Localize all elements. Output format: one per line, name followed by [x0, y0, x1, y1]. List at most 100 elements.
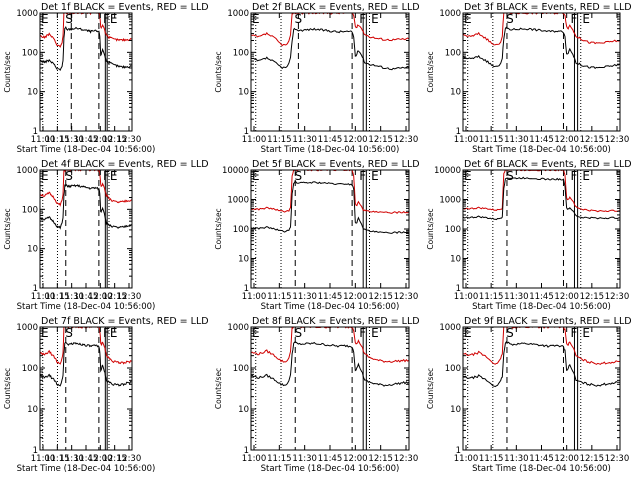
x-axis-label: Start Time (18-Dec-04 10:56:00) — [472, 145, 611, 155]
region-marker: E — [252, 326, 260, 340]
x-tick-label: 12:30 — [394, 135, 419, 145]
region-marker: S — [294, 169, 302, 183]
panel-title: Det 8f BLACK = Events, RED = LLD — [252, 316, 420, 327]
panel-title: Det 4f BLACK = Events, RED = LLD — [41, 159, 209, 170]
y-axis-label: Counts/sec — [3, 368, 12, 409]
panel-title: Det 6f BLACK = Events, RED = LLD — [464, 159, 632, 170]
x-tick-label: 11:45 — [529, 454, 554, 464]
events-series-line — [251, 180, 409, 234]
y-tick-label: 1 — [456, 127, 461, 137]
region-marker: E — [464, 326, 472, 340]
plot-frame — [39, 12, 133, 132]
y-tick-label: 1 — [244, 127, 249, 137]
region-marker: E — [41, 169, 49, 183]
panel-det-7: Det 7f BLACK = Events, RED = LLD Counts/s… — [3, 316, 209, 474]
x-tick-label: 12:00 — [554, 135, 579, 145]
y-tick-label: 1 — [456, 284, 461, 294]
region-marker: E — [582, 326, 590, 340]
y-tick-label: 10000 — [434, 166, 461, 176]
x-axis-label: Start Time (18-Dec-04 10:56:00) — [17, 464, 156, 474]
x-tick-label: 11:15 — [45, 135, 70, 145]
x-tick-label: 11:30 — [59, 454, 84, 464]
x-tick-label: 11:00 — [242, 135, 267, 145]
lld-series-line — [251, 13, 409, 47]
region-marker: E — [582, 169, 590, 183]
x-axis-label: Start Time (18-Dec-04 10:56:00) — [472, 464, 611, 474]
x-tick-label: 12:00 — [88, 292, 113, 302]
x-axis-label: Start Time (18-Dec-04 10:56:00) — [17, 302, 156, 312]
y-tick-label: 1 — [456, 446, 461, 456]
region-marker: E — [41, 12, 49, 26]
region-marker: E — [252, 12, 260, 26]
x-tick-label: 11:45 — [318, 292, 343, 302]
events-series-line — [463, 176, 620, 221]
region-marker: E — [371, 169, 379, 183]
y-tick-label: 100 — [233, 48, 249, 58]
event-lines — [42, 170, 110, 288]
region-marker: F — [103, 326, 110, 340]
panel-title: Det 7f BLACK = Events, RED = LLD — [41, 316, 209, 327]
x-tick-label: 11:45 — [529, 135, 554, 145]
events-series-line — [463, 26, 620, 69]
x-tick-label: 11:45 — [529, 292, 554, 302]
x-tick-label: 12:15 — [102, 292, 127, 302]
y-tick-label: 1000 — [16, 323, 38, 333]
event-lines — [467, 170, 582, 288]
y-axis-label: Counts/sec — [426, 208, 435, 249]
x-tick-label: 11:15 — [45, 292, 70, 302]
region-marker: E — [582, 12, 590, 26]
y-tick-label: 1000 — [227, 196, 249, 206]
x-tick-label: 12:00 — [554, 292, 579, 302]
lld-series-line — [40, 170, 132, 207]
event-lines — [467, 13, 582, 131]
y-axis-label: Counts/sec — [3, 51, 12, 92]
y-tick-label: 100 — [233, 225, 249, 235]
y-tick-label: 100 — [445, 48, 461, 58]
region-marker: E — [110, 12, 118, 26]
region-marker: E — [371, 326, 379, 340]
y-axis-label: Counts/sec — [3, 208, 12, 249]
y-axis-label: Counts/sec — [214, 368, 223, 409]
x-tick-label: 11:15 — [267, 454, 292, 464]
y-tick-label: 100 — [22, 48, 38, 58]
y-tick-label: 1000 — [439, 323, 461, 333]
x-tick-label: 11:45 — [318, 135, 343, 145]
y-tick-label: 1000 — [439, 196, 461, 206]
x-axis-label: Start Time (18-Dec-04 10:56:00) — [472, 302, 611, 312]
x-tick-label: 11:00 — [242, 454, 267, 464]
x-tick-label: 12:00 — [88, 135, 113, 145]
x-tick-label: 12:30 — [117, 292, 142, 302]
x-tick-label: 11:45 — [74, 292, 99, 302]
plot-frame — [250, 12, 410, 132]
panel-title: Det 3f BLACK = Events, RED = LLD — [464, 2, 632, 13]
panel-det-1: Det 1f BLACK = Events, RED = LLD Counts/s… — [3, 2, 209, 155]
panel-title: Det 9f BLACK = Events, RED = LLD — [464, 316, 632, 327]
x-tick-label: 12:30 — [605, 135, 630, 145]
events-series-line — [251, 341, 409, 387]
x-tick-label: 11:15 — [267, 292, 292, 302]
x-tick-label: 12:15 — [368, 292, 393, 302]
y-tick-label: 10 — [27, 88, 38, 98]
x-axis-label: Start Time (18-Dec-04 10:56:00) — [261, 302, 400, 312]
region-marker: S — [506, 326, 514, 340]
panel-title: Det 1f BLACK = Events, RED = LLD — [41, 2, 209, 13]
x-tick-label: 12:15 — [580, 135, 605, 145]
region-marker: S — [65, 169, 73, 183]
panel-det-9: Det 9f BLACK = Events, RED = LLD Counts/s… — [426, 316, 632, 474]
y-tick-label: 1 — [33, 446, 38, 456]
region-marker: F — [103, 12, 110, 26]
region-marker: F — [103, 169, 110, 183]
y-tick-label: 1 — [244, 446, 249, 456]
event-lines — [467, 327, 582, 450]
x-axis-label: Start Time (18-Dec-04 10:56:00) — [261, 464, 400, 474]
plot-frame — [39, 326, 133, 451]
x-tick-label: 11:30 — [59, 135, 84, 145]
region-marker: E — [371, 12, 379, 26]
x-tick-label: 12:00 — [343, 454, 368, 464]
region-marker: E — [464, 169, 472, 183]
x-tick-label: 11:00 — [454, 292, 479, 302]
x-tick-label: 12:15 — [580, 454, 605, 464]
events-series-line — [463, 341, 620, 388]
events-series-line — [40, 341, 132, 387]
